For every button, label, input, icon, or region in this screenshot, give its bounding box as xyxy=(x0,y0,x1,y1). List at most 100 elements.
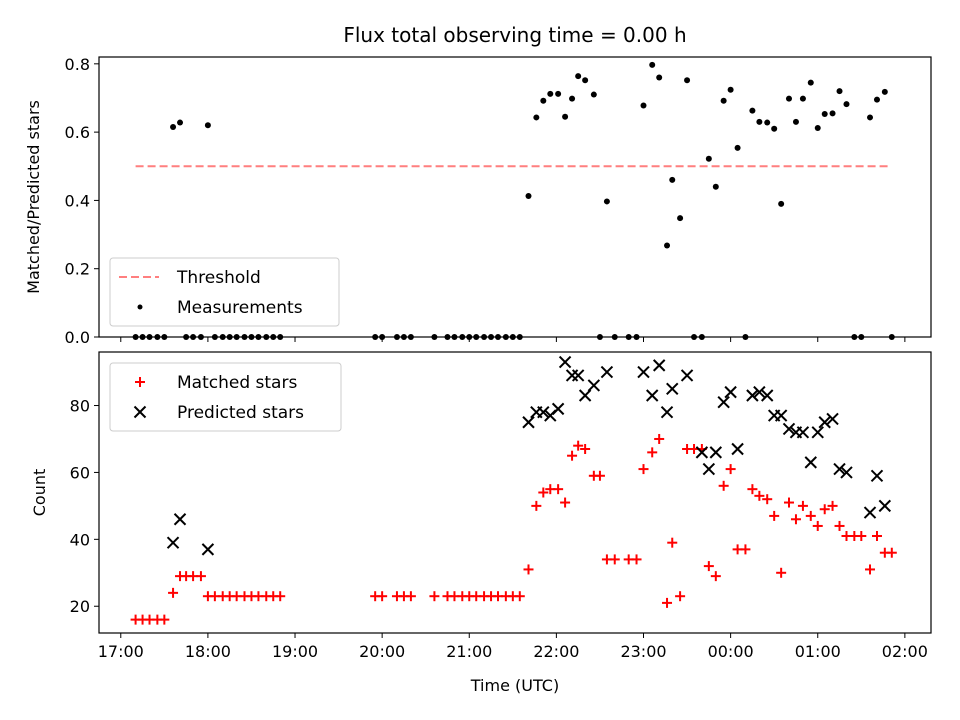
predicted-star-point xyxy=(702,462,716,476)
measurement-point xyxy=(495,334,502,340)
predicted-star-point xyxy=(782,422,796,436)
measurement-point xyxy=(473,334,480,340)
legend-predicted-swatch xyxy=(133,405,147,419)
measurement-point xyxy=(792,118,799,125)
predicted-star-point xyxy=(173,513,187,526)
predicted-star-point xyxy=(637,365,650,379)
legend-matched-swatch xyxy=(135,377,145,387)
matched-star-point xyxy=(573,440,584,451)
matched-star-point xyxy=(195,571,206,582)
matched-star-point xyxy=(275,591,286,602)
measurement-point xyxy=(407,334,414,340)
measurement-point xyxy=(444,334,451,340)
top-legend-box xyxy=(109,257,340,327)
matched-star-point xyxy=(805,510,816,521)
matched-star-point xyxy=(531,500,542,511)
top-y-tick-label: 0.2 xyxy=(65,260,90,279)
predicted-star-point xyxy=(717,395,730,409)
bottom-x-tick-label: 00:00 xyxy=(708,642,754,661)
measurement-point xyxy=(547,90,554,97)
measurement-point xyxy=(664,242,671,249)
predicted-star-point xyxy=(840,466,853,479)
measurement-point xyxy=(851,334,858,340)
matched-star-point xyxy=(567,450,578,461)
measurement-point xyxy=(233,334,240,340)
measurement-point xyxy=(226,334,233,340)
chart-title: Flux total observing time = 0.00 h xyxy=(343,23,686,47)
measurement-point xyxy=(888,334,895,340)
predicted-star-point xyxy=(660,406,674,419)
measurement-point xyxy=(248,334,255,340)
top-y-tick-label: 0.0 xyxy=(65,328,90,347)
matched-star-point xyxy=(654,433,665,444)
measurement-point xyxy=(431,334,438,340)
matched-star-point xyxy=(797,500,808,511)
predicted-star-point xyxy=(695,446,709,459)
measurement-point xyxy=(590,91,597,98)
predicted-star-point xyxy=(878,499,892,513)
matched-star-point xyxy=(405,591,416,602)
predicted-star-point xyxy=(571,369,585,382)
predicted-star-point xyxy=(600,365,614,379)
matched-star-point xyxy=(580,444,591,455)
measurement-point xyxy=(525,192,532,199)
measurement-point xyxy=(640,102,647,109)
measurement-point xyxy=(771,125,778,132)
measurement-point xyxy=(533,114,540,121)
measurement-point xyxy=(263,334,270,340)
predicted-star-point xyxy=(646,389,659,402)
measurement-point xyxy=(749,107,756,114)
matched-star-point xyxy=(827,500,838,511)
matched-star-point xyxy=(769,510,780,521)
measurement-point xyxy=(393,334,400,340)
matched-star-point xyxy=(638,464,649,475)
bottom-x-tick-label: 01:00 xyxy=(795,642,841,661)
predicted-star-point xyxy=(522,416,535,429)
top-y-tick-label: 0.4 xyxy=(65,191,90,210)
legend-measurement-swatch xyxy=(137,304,143,310)
measurement-point xyxy=(712,183,719,190)
bottom-y-tick-label: 20 xyxy=(70,597,90,616)
measurement-point xyxy=(488,334,495,340)
matched-star-point xyxy=(662,597,673,608)
measurement-point xyxy=(197,334,204,340)
matched-star-point xyxy=(377,591,388,602)
measurement-point xyxy=(821,111,828,118)
matched-star-point xyxy=(747,484,758,495)
predicted-star-point xyxy=(833,462,846,476)
matched-star-point xyxy=(429,591,440,602)
measurement-point xyxy=(625,334,632,340)
matched-star-point xyxy=(856,530,867,541)
top-y-tick-label: 0.6 xyxy=(65,123,90,142)
measurement-point xyxy=(873,96,880,103)
matched-star-point xyxy=(886,547,897,558)
matched-star-point xyxy=(647,447,658,458)
measurement-point xyxy=(379,334,386,340)
matched-star-point xyxy=(725,464,736,475)
predicted-star-point xyxy=(804,456,817,469)
bottom-x-tick-label: 22:00 xyxy=(533,642,579,661)
predicted-star-point xyxy=(818,416,831,429)
predicted-star-point xyxy=(753,385,766,399)
matched-star-point xyxy=(594,470,605,481)
measurement-point xyxy=(785,95,792,102)
matched-star-point xyxy=(819,504,830,515)
predicted-star-point xyxy=(724,385,737,399)
measurement-point xyxy=(459,334,466,340)
measurement-point xyxy=(154,334,161,340)
predicted-star-point xyxy=(587,379,601,392)
bottom-legend-box xyxy=(109,362,342,432)
bottom-x-tick-label: 21:00 xyxy=(446,642,492,661)
measurement-point xyxy=(596,334,603,340)
matched-star-point xyxy=(523,564,534,575)
legend-label: Measurements xyxy=(177,298,303,318)
matched-star-point xyxy=(710,571,721,582)
measurement-point xyxy=(742,334,749,340)
top-y-tick-label: 0.8 xyxy=(65,55,90,74)
matched-star-point xyxy=(718,480,729,491)
measurement-point xyxy=(575,73,582,80)
measurement-point xyxy=(727,86,734,93)
matched-star-point xyxy=(675,591,686,602)
measurement-point xyxy=(582,77,589,84)
measurement-point xyxy=(691,334,698,340)
